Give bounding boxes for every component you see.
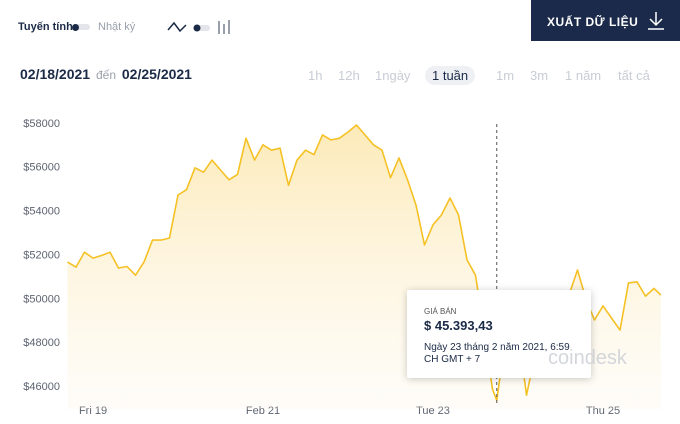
watermark: coindesk bbox=[548, 347, 627, 369]
range-button[interactable]: 1h bbox=[308, 68, 323, 83]
y-tick-label: $50000 bbox=[23, 293, 60, 305]
download-icon bbox=[648, 12, 664, 30]
date-range: 02/18/2021 đến 02/25/2021 bbox=[20, 66, 192, 82]
range-button[interactable]: 1ngày bbox=[375, 68, 411, 83]
toggle-log[interactable]: Nhật ký bbox=[98, 21, 136, 33]
tooltip-label: GIÁ BÁN bbox=[424, 307, 457, 316]
export-label: XUẤT DỮ LIỆU bbox=[547, 15, 639, 29]
date-sep: đến bbox=[95, 68, 116, 82]
export-button[interactable]: XUẤT DỮ LIỆU bbox=[531, 0, 680, 41]
chart-style-icons[interactable] bbox=[166, 18, 232, 38]
tooltip: GIÁ BÁN $ 45.393,43 Ngày 23 tháng 2 năm … bbox=[407, 290, 591, 378]
date-to[interactable]: 02/25/2021 bbox=[121, 66, 192, 82]
range-button[interactable]: tất cả bbox=[618, 68, 650, 83]
tooltip-date: Ngày 23 tháng 2 năm 2021, 6:59 CH GMT + … bbox=[424, 342, 570, 365]
range-button[interactable]: 12h bbox=[338, 68, 360, 83]
range-button[interactable]: 1 năm bbox=[565, 68, 602, 83]
y-tick-label: $56000 bbox=[23, 162, 60, 174]
range-button[interactable]: 1 tuần bbox=[425, 66, 476, 85]
range-button[interactable]: 1m bbox=[496, 68, 515, 83]
y-tick-label: $58000 bbox=[23, 118, 60, 130]
tooltip-value: $ 45.393,43 bbox=[424, 318, 493, 333]
switch[interactable] bbox=[72, 23, 90, 31]
date-from[interactable]: 02/18/2021 bbox=[20, 66, 91, 82]
y-tick-label: $54000 bbox=[23, 206, 60, 218]
y-tick-label: $48000 bbox=[23, 337, 60, 349]
range-button[interactable]: 3m bbox=[530, 68, 549, 83]
y-tick-label: $52000 bbox=[23, 249, 60, 261]
y-tick-label: $46000 bbox=[23, 381, 60, 393]
area bbox=[67, 125, 661, 409]
toggle-linear[interactable]: Tuyến tính bbox=[18, 21, 73, 33]
